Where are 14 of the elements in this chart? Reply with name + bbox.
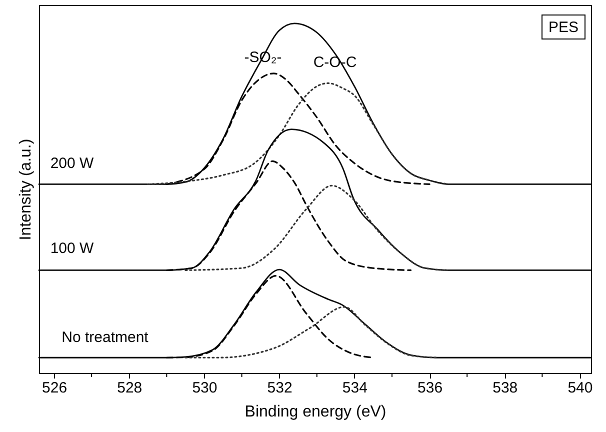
x-tick-label: 530	[192, 380, 218, 396]
x-tick-label: 540	[568, 380, 593, 396]
y-axis-title: Intensity (a.u.)	[18, 138, 34, 240]
annotation: PES	[548, 19, 579, 36]
annotation: 200 W	[50, 155, 95, 172]
x-axis-title: Binding energy (eV)	[244, 404, 386, 420]
x-tick-label: 528	[117, 380, 142, 396]
x-tick-label: 526	[42, 380, 68, 396]
x-tick-label: 534	[342, 380, 368, 396]
x-tick-label: 536	[418, 380, 443, 396]
x-tick-label: 538	[492, 380, 518, 396]
annotation: 100 W	[50, 240, 95, 257]
x-tick-label: 532	[267, 380, 292, 396]
annotation: No treatment	[62, 329, 150, 346]
